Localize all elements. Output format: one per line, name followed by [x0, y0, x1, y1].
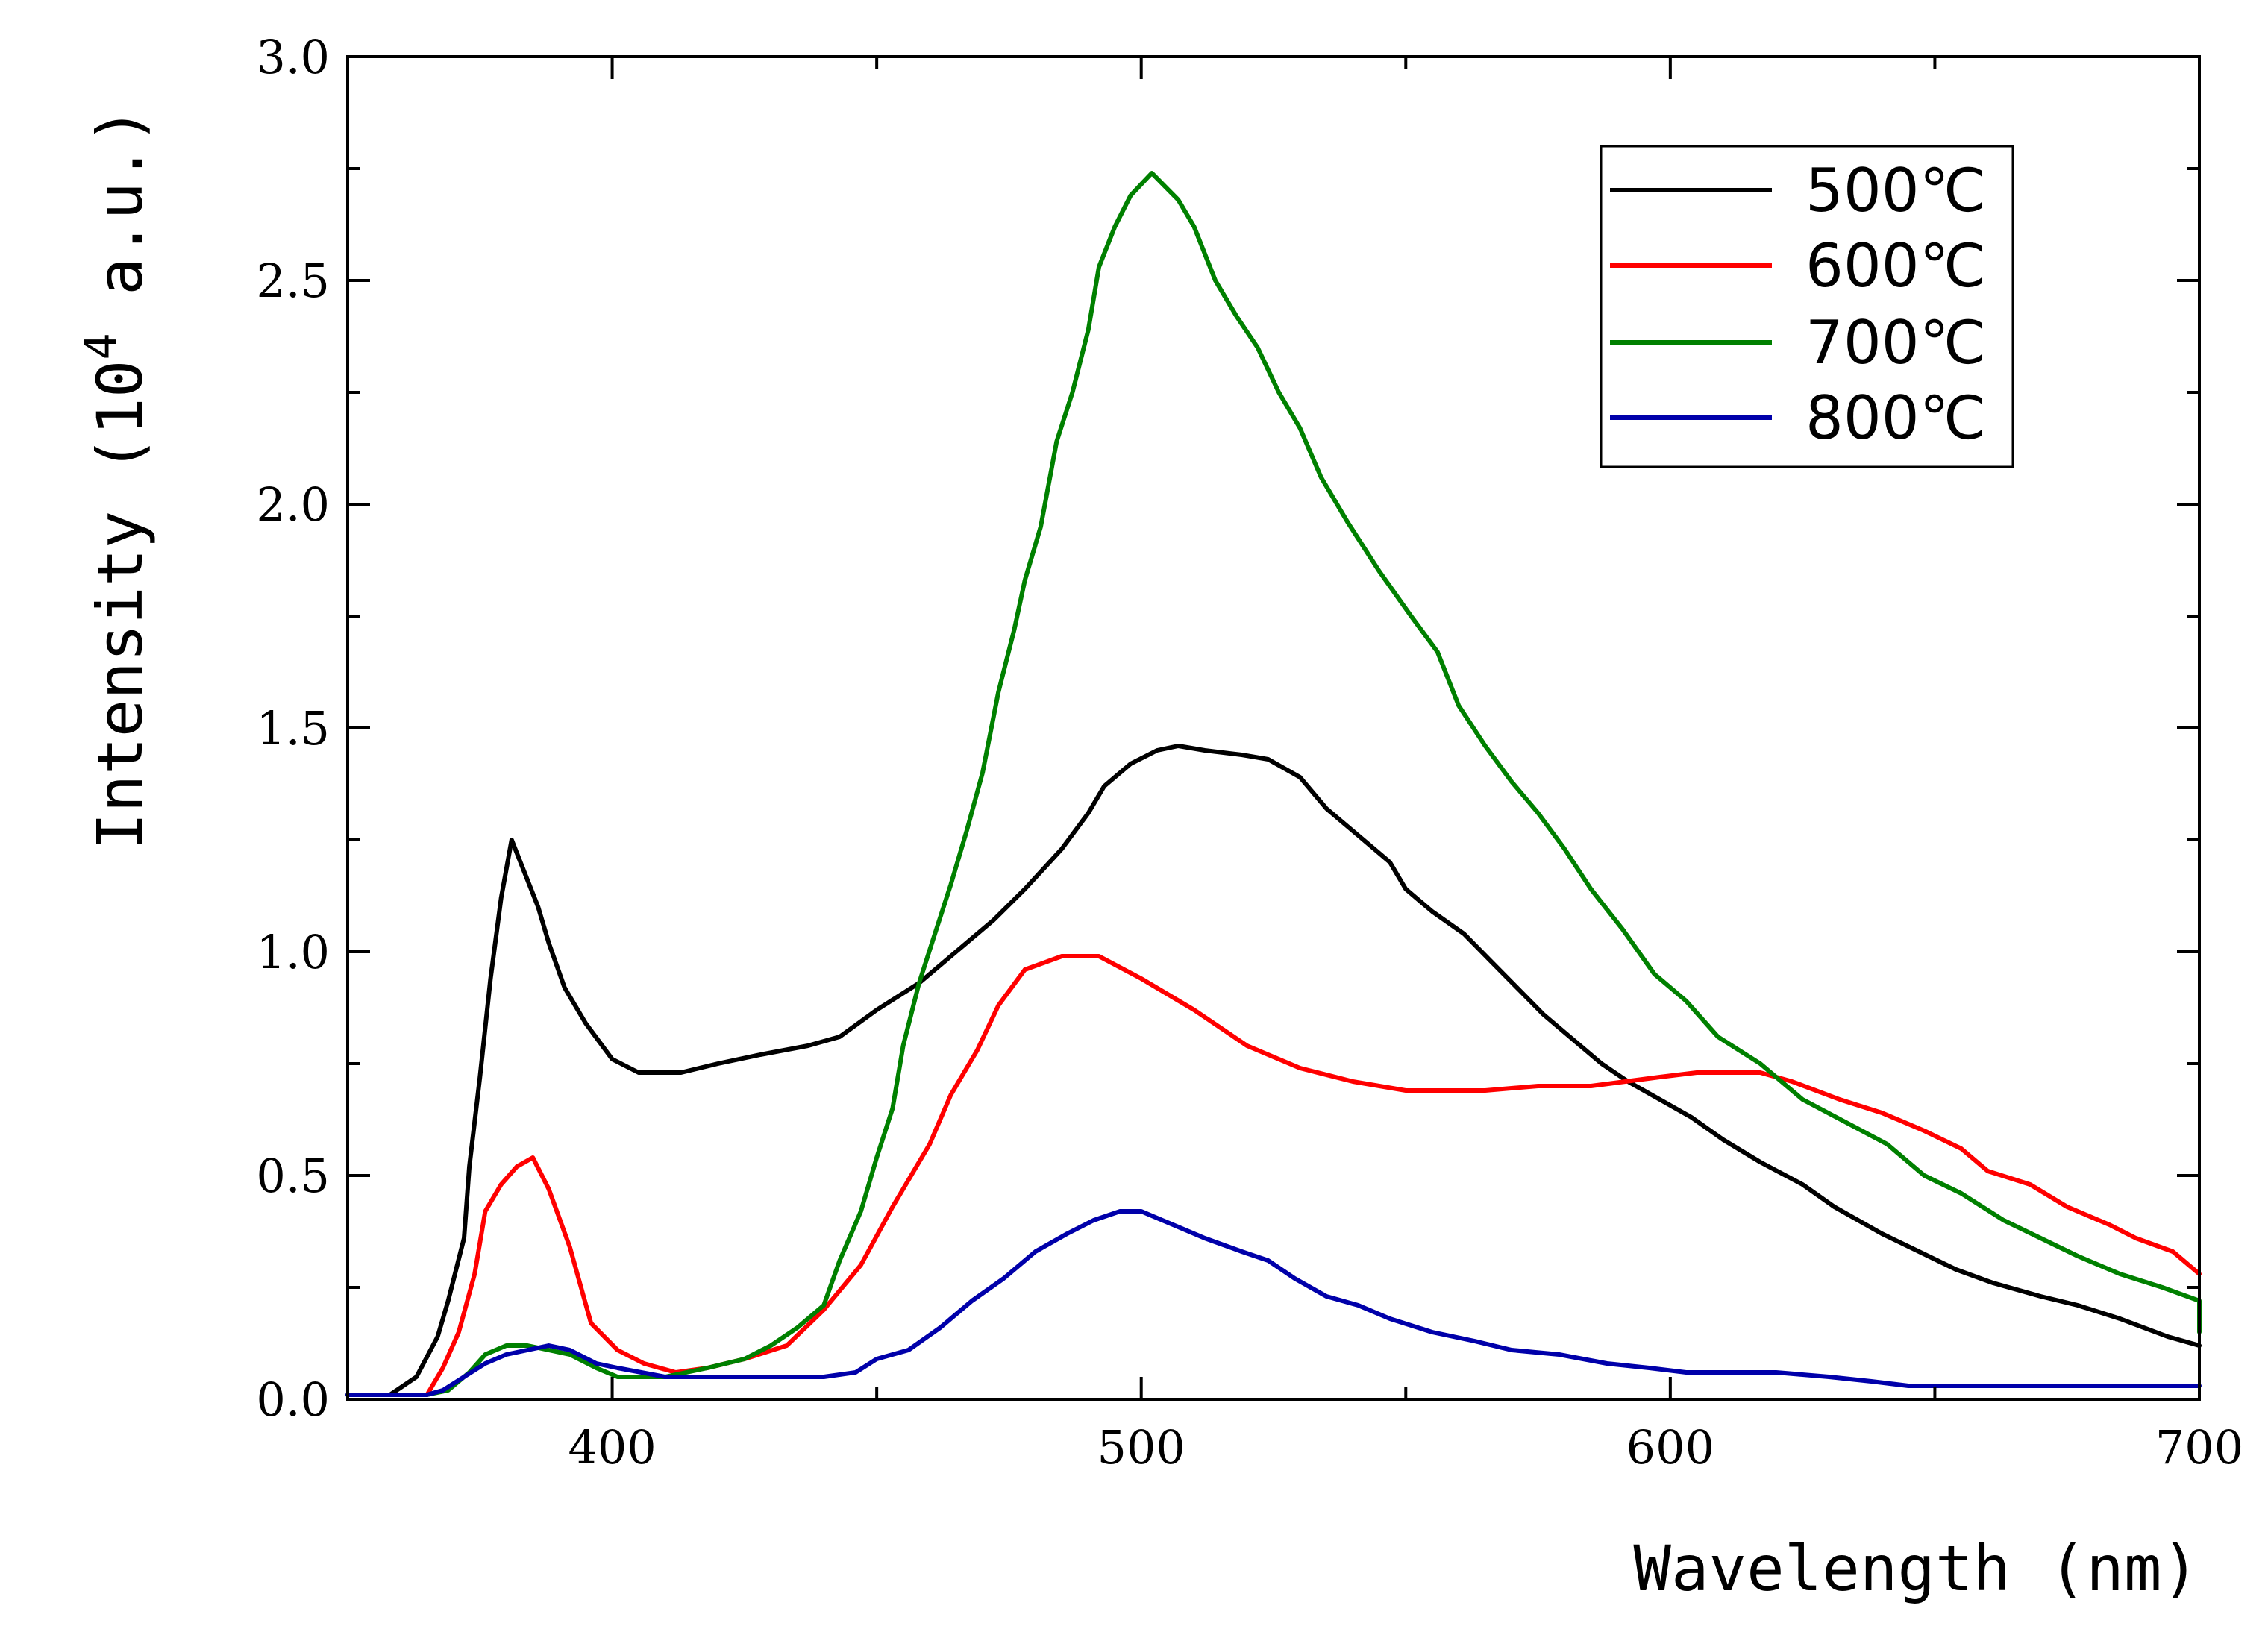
y-tick-label: 1.5	[256, 701, 330, 756]
series-layer	[345, 171, 2202, 1397]
y-axis-title-tail: a.u.)	[84, 107, 157, 333]
x-axis-title: Wavelength (nm)	[1633, 1532, 2199, 1605]
legend-box	[1600, 145, 2014, 468]
legend-label-500: 500℃	[1805, 156, 1987, 225]
y-tick-label: 3.0	[256, 30, 330, 84]
legend: 500℃ 600℃ 700℃ 800℃	[1600, 145, 2014, 468]
y-tick-label: 2.0	[256, 477, 330, 532]
y-axis-title-main: Intensity (10	[84, 360, 157, 850]
x-tick-label: 400	[568, 1420, 656, 1475]
x-tick-label: 700	[2155, 1420, 2243, 1475]
y-tick-label: 0.0	[256, 1372, 330, 1427]
series-line-3	[345, 171, 2202, 1397]
legend-label-600: 600℃	[1805, 231, 1987, 301]
x-tick-label: 500	[1097, 1420, 1185, 1475]
y-tick-label: 0.5	[256, 1149, 330, 1203]
ticks-layer: 0.0 0.5 1.0 1.5 2.0 2.5 3.0 400 500 600 700	[256, 30, 2243, 1475]
y-tick-label: 2.5	[256, 254, 330, 308]
legend-label-800: 800℃	[1805, 383, 1987, 453]
legend-label-700: 700℃	[1805, 308, 1987, 377]
y-axis-title: Intensity (104 a.u.)	[75, 107, 157, 850]
y-tick-label: 1.0	[256, 925, 330, 979]
series-line-2	[345, 954, 2202, 1397]
series-line-1	[345, 744, 2202, 1397]
y-axis-title-superscript: 4	[75, 333, 128, 360]
series-line-4	[345, 1209, 2202, 1397]
x-tick-label: 600	[1626, 1420, 1714, 1475]
